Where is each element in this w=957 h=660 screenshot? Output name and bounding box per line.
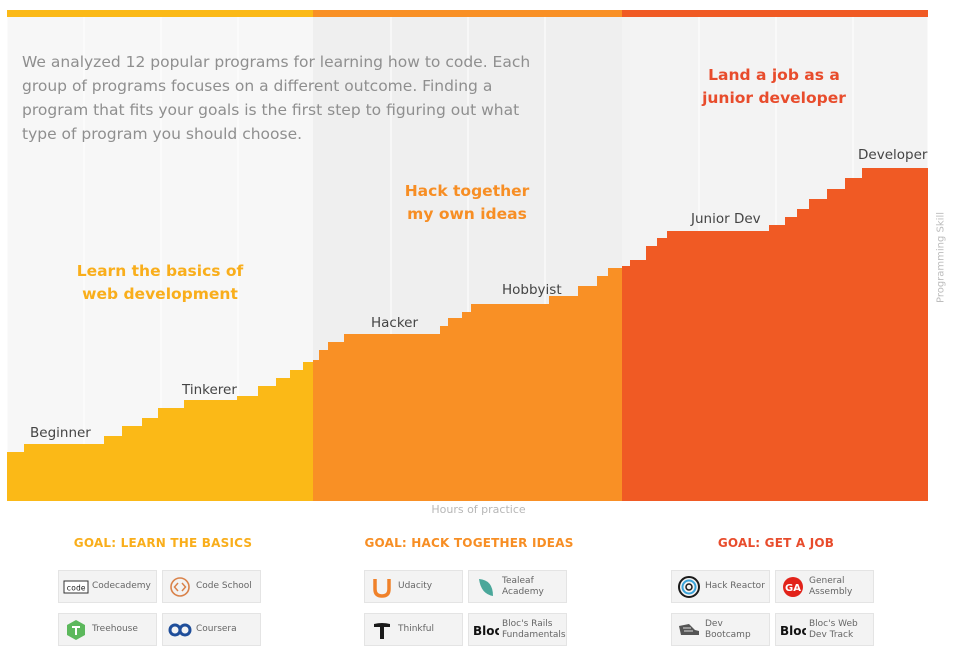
codecademy-icon: code [63, 574, 89, 600]
program-name: Udacity [398, 581, 433, 591]
program-general-assembly[interactable]: GA General Assembly [775, 570, 874, 603]
program-tealeaf[interactable]: Tealeaf Academy [468, 570, 567, 603]
program-bloc-web-dev[interactable]: Bloc Bloc's Web Dev Track [775, 613, 874, 646]
dev-bootcamp-icon [676, 617, 702, 643]
level-hacker: Hacker [371, 315, 419, 331]
skill-area-chart [6, 10, 929, 501]
general-assembly-icon: GA [780, 574, 806, 600]
coursera-icon [167, 617, 193, 643]
area-basics [7, 360, 313, 501]
program-name: Dev Bootcamp [705, 618, 751, 640]
level-junior-dev: Junior Dev [691, 211, 761, 227]
program-name: Code School [196, 581, 252, 591]
progression-areas [7, 168, 928, 501]
program-name: Treehouse [92, 624, 138, 634]
level-hobbyist: Hobbyist [502, 282, 562, 298]
program-coursera[interactable]: Coursera [162, 613, 261, 646]
program-name: Tealeaf Academy [502, 575, 544, 597]
goal-heading-job: GOAL: GET A JOB [717, 536, 835, 550]
program-code-school[interactable]: Code School [162, 570, 261, 603]
program-name: Coursera [196, 624, 237, 634]
x-axis-label: Hours of practice [431, 503, 526, 516]
program-name: Codecademy [92, 581, 151, 591]
y-axis-label: Programming Skill [935, 211, 947, 304]
goal-heading-hack: GOAL: HACK TOGETHER IDEAS [364, 536, 574, 550]
area-job [622, 168, 928, 501]
bloc-icon: Bloc [780, 617, 806, 643]
program-udacity[interactable]: Udacity [364, 570, 463, 603]
program-name: Bloc's Rails Fundamentals [502, 618, 566, 640]
program-list-hack: Udacity Tealeaf Academy Thinkful Bloc Bl… [364, 570, 574, 650]
program-name: Hack Reactor [705, 581, 765, 591]
udacity-icon [369, 574, 395, 600]
program-thinkful[interactable]: Thinkful [364, 613, 463, 646]
level-beginner: Beginner [30, 425, 91, 441]
program-bloc-rails[interactable]: Bloc Bloc's Rails Fundamentals [468, 613, 567, 646]
goal-column-job: GOAL: GET A JOB Hack Reactor GA General … [671, 533, 881, 650]
goal-column-hack: GOAL: HACK TOGETHER IDEAS Udacity Tealea… [364, 533, 574, 650]
svg-text:code: code [66, 583, 85, 592]
region-title-basics: Learn the basics of web development [76, 262, 244, 303]
area-hack [313, 266, 622, 501]
svg-text:Bloc: Bloc [780, 624, 806, 637]
program-name: General Assembly [809, 575, 853, 597]
treehouse-icon [63, 617, 89, 643]
level-tinkerer: Tinkerer [182, 382, 237, 398]
top-bar-hack [313, 10, 622, 17]
program-list-basics: code Codecademy Code School Treehouse [58, 570, 268, 650]
tealeaf-icon [473, 574, 499, 600]
program-name: Bloc's Web Dev Track [809, 618, 858, 640]
goal-heading-basics: GOAL: LEARN THE BASICS [73, 536, 253, 550]
intro-text: We analyzed 12 popular programs for lear… [22, 53, 531, 143]
program-dev-bootcamp[interactable]: Dev Bootcamp [671, 613, 770, 646]
thinkful-icon [369, 617, 395, 643]
svg-text:GA: GA [785, 583, 801, 594]
program-name: Thinkful [398, 624, 434, 634]
region-title-job: Land a job as a junior developer [702, 66, 846, 107]
svg-text:Bloc: Bloc [473, 624, 499, 637]
top-bar-basics [7, 10, 313, 17]
top-bar-job [622, 10, 928, 17]
hack-reactor-icon [676, 574, 702, 600]
code-school-icon [167, 574, 193, 600]
program-hack-reactor[interactable]: Hack Reactor [671, 570, 770, 603]
region-title-hack: Hack together my own ideas [404, 182, 530, 223]
goal-column-basics: GOAL: LEARN THE BASICS code Codecademy C… [58, 533, 268, 650]
level-developer: Developer [858, 147, 928, 163]
program-list-job: Hack Reactor GA General Assembly Dev Boo… [671, 570, 881, 650]
bloc-icon: Bloc [473, 617, 499, 643]
program-treehouse[interactable]: Treehouse [58, 613, 157, 646]
program-codecademy[interactable]: code Codecademy [58, 570, 157, 603]
